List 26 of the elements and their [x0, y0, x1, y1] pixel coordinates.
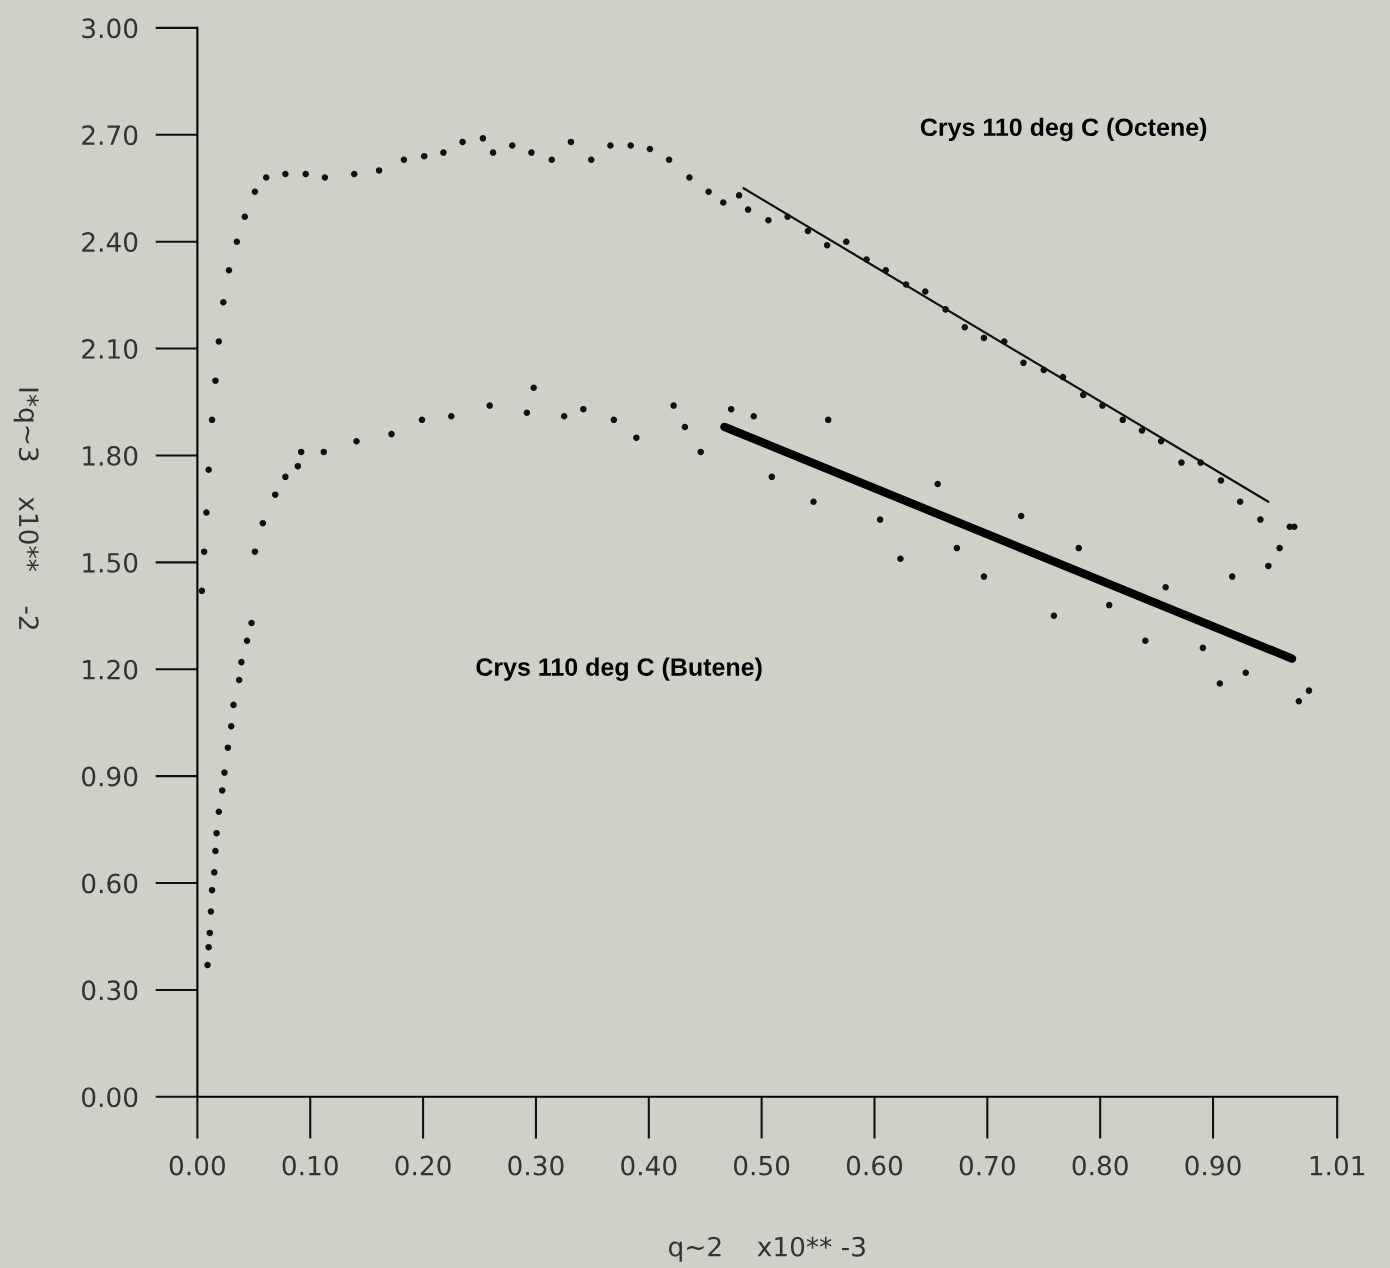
y-axis-title: I*q~3 x10** -2 — [13, 388, 39, 630]
y-tick-label: 0.90 — [82, 766, 138, 787]
x-tick-label: 0.50 — [734, 1155, 790, 1176]
x-tick-label: 0.70 — [959, 1155, 1015, 1176]
x-tick-label: 0.80 — [1072, 1155, 1128, 1176]
x-tick-label: 0.00 — [169, 1155, 226, 1176]
x-tick-label: 0.90 — [1185, 1155, 1241, 1176]
y-tick-label: 1.20 — [83, 659, 138, 680]
x-axis-title: q~2 x10** -3 — [668, 1236, 865, 1262]
y-tick-label: 0.00 — [82, 1087, 138, 1108]
y-tick-label: 2.10 — [82, 339, 138, 359]
annotation: Crys 110 deg C (Octene) — [920, 117, 1207, 142]
x-tick-label: 0.60 — [846, 1155, 903, 1176]
x-tick-label: 0.40 — [621, 1155, 677, 1176]
y-tick-label: 3.00 — [82, 18, 138, 39]
x-tick-label: 1.01 — [1310, 1155, 1365, 1176]
x-tick-label: 0.20 — [395, 1155, 451, 1176]
y-tick-label: 2.70 — [82, 125, 138, 146]
y-tick-label: 0.60 — [82, 873, 138, 894]
y-tick-label: 1.50 — [83, 552, 138, 573]
annotation: Crys 110 deg C (Butene) — [476, 657, 762, 681]
y-tick-label: 1.80 — [83, 445, 138, 466]
x-tick-label: 0.10 — [282, 1155, 338, 1176]
y-tick-label: 2.40 — [82, 232, 138, 253]
y-tick-label: 0.30 — [82, 980, 138, 1001]
x-tick-label: 0.30 — [508, 1155, 564, 1176]
